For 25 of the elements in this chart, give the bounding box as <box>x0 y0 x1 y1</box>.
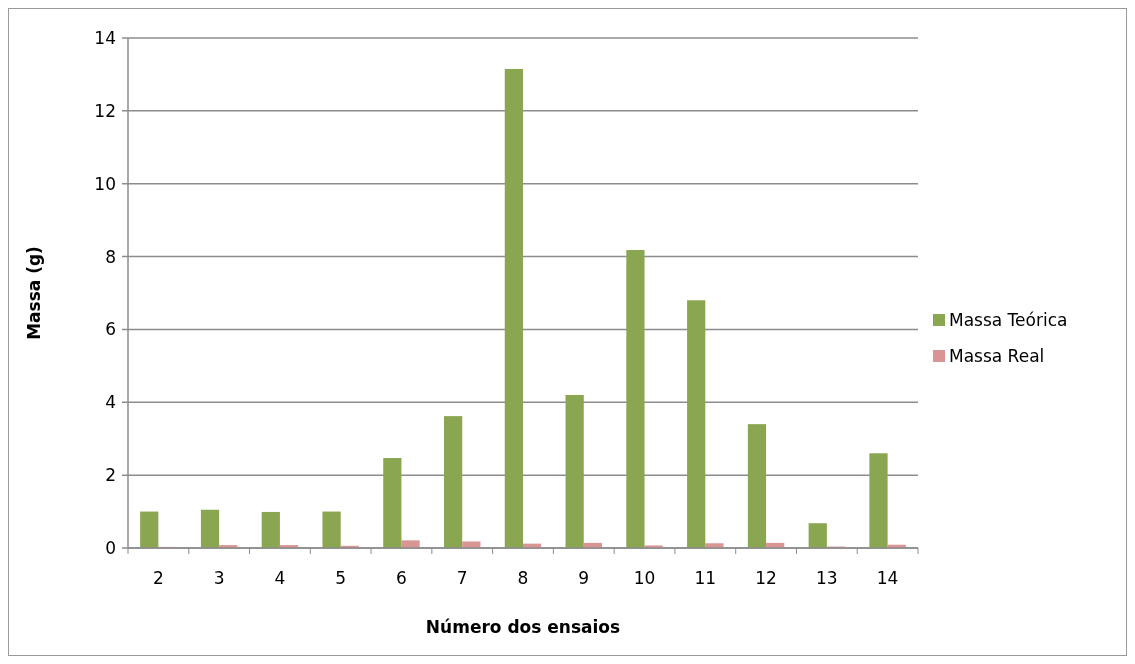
y-axis-title: Massa (g) <box>24 246 44 340</box>
x-tick-label: 3 <box>213 568 225 588</box>
x-tick-label: 5 <box>335 568 347 588</box>
y-tick-label: 10 <box>94 173 116 194</box>
y-tick-label: 8 <box>105 246 116 267</box>
y-tick-label: 14 <box>94 27 116 48</box>
x-tick-label: 4 <box>274 568 286 588</box>
y-tick-label: 4 <box>105 392 116 413</box>
y-tick-label: 6 <box>105 319 116 340</box>
x-tick-label: 13 <box>816 568 838 588</box>
x-tick-label: 8 <box>517 568 529 588</box>
legend-label: Massa Real <box>949 345 1045 366</box>
x-tick-label: 12 <box>755 568 777 588</box>
x-tick-label: 11 <box>694 568 717 588</box>
x-axis-title: Número dos ensaios <box>425 617 621 637</box>
x-tick-label: 10 <box>633 568 656 588</box>
x-tick-label: 14 <box>876 568 899 588</box>
x-tick-label: 7 <box>456 568 468 588</box>
y-tick-label: 0 <box>105 537 116 558</box>
legend-label: Massa Teórica <box>949 309 1068 330</box>
y-tick-label: 2 <box>105 465 116 486</box>
x-tick-label: 2 <box>152 568 164 588</box>
x-tick-label: 6 <box>396 568 407 588</box>
x-tick-label: 9 <box>578 568 590 588</box>
y-tick-label: 12 <box>94 100 116 121</box>
